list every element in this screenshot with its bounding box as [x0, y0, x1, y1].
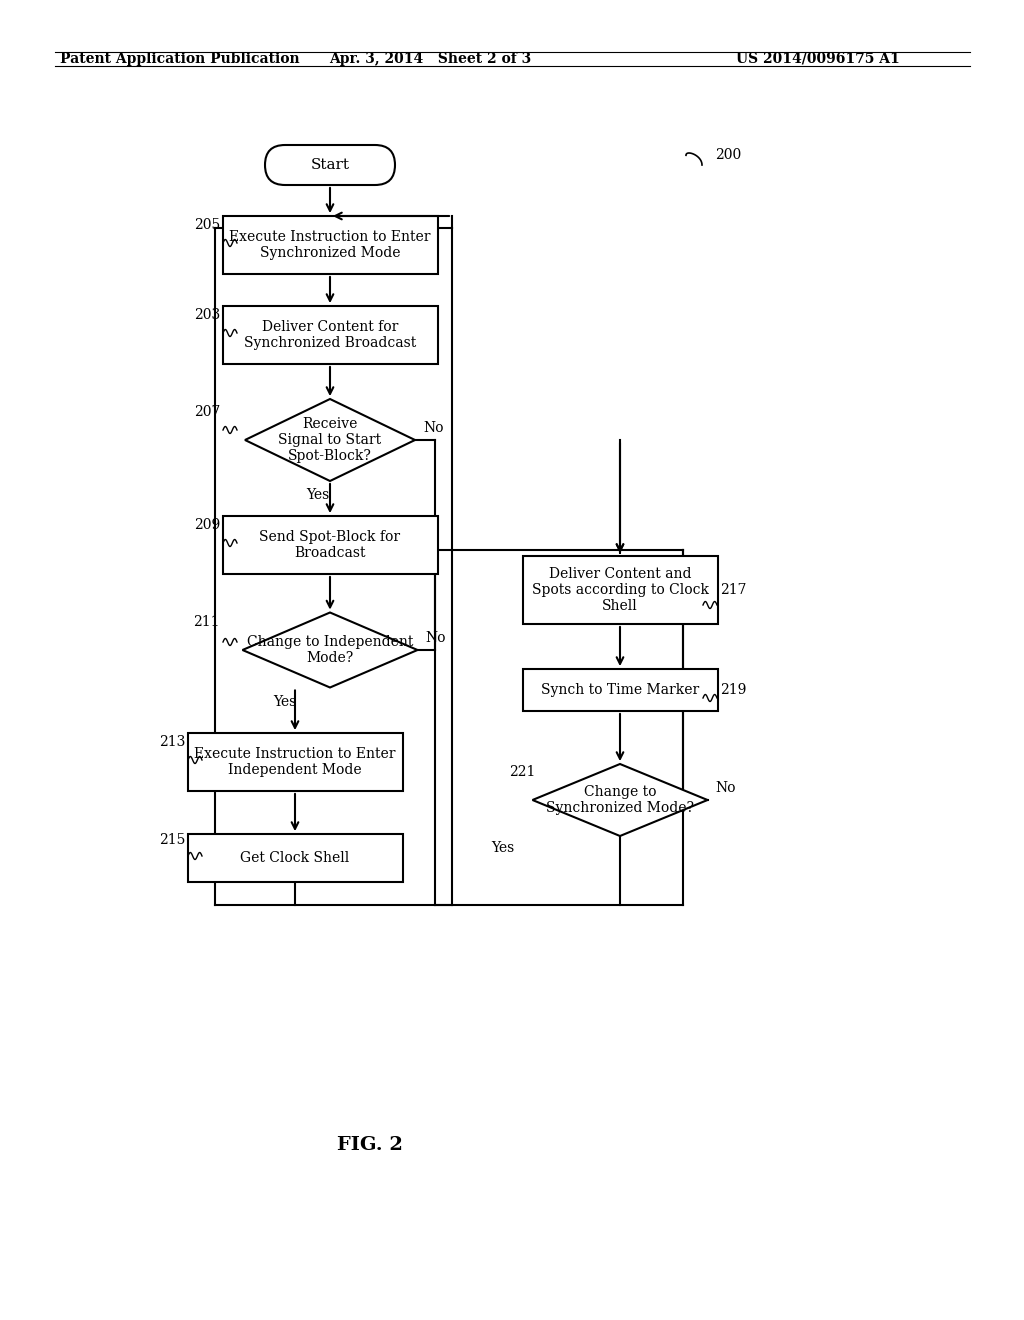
Text: Yes: Yes: [306, 488, 330, 502]
Bar: [522, 556, 718, 624]
Polygon shape: [245, 399, 415, 480]
Bar: [222, 216, 437, 275]
Text: 205: 205: [194, 218, 220, 232]
Bar: [522, 669, 718, 711]
Text: Yes: Yes: [273, 694, 297, 709]
Bar: [222, 306, 437, 364]
Bar: [187, 834, 402, 882]
Text: Get Clock Shell: Get Clock Shell: [241, 851, 349, 865]
Bar: [187, 733, 402, 791]
Text: Deliver Content and
Spots according to Clock
Shell: Deliver Content and Spots according to C…: [531, 566, 709, 614]
Text: Execute Instruction to Enter
Independent Mode: Execute Instruction to Enter Independent…: [195, 747, 395, 777]
Text: 207: 207: [194, 405, 220, 418]
FancyBboxPatch shape: [265, 145, 395, 185]
Text: Yes: Yes: [490, 841, 514, 855]
Text: No: No: [426, 631, 446, 645]
Text: US 2014/0096175 A1: US 2014/0096175 A1: [736, 51, 900, 66]
Text: No: No: [716, 781, 736, 795]
Text: 213: 213: [159, 735, 185, 748]
Text: Change to Independent
Mode?: Change to Independent Mode?: [247, 635, 414, 665]
Text: 200: 200: [715, 148, 741, 162]
Polygon shape: [243, 612, 418, 688]
Text: Patent Application Publication: Patent Application Publication: [60, 51, 300, 66]
Text: 219: 219: [720, 682, 746, 697]
Polygon shape: [532, 764, 708, 836]
Text: 211: 211: [194, 615, 220, 630]
Text: Change to
Synchronized Mode?: Change to Synchronized Mode?: [546, 785, 694, 814]
Text: Execute Instruction to Enter
Synchronized Mode: Execute Instruction to Enter Synchronize…: [229, 230, 431, 260]
Text: 209: 209: [194, 517, 220, 532]
Text: Start: Start: [310, 158, 349, 172]
Text: Deliver Content for
Synchronized Broadcast: Deliver Content for Synchronized Broadca…: [244, 319, 416, 350]
Bar: [222, 516, 437, 574]
Text: Synch to Time Marker: Synch to Time Marker: [541, 682, 699, 697]
Text: FIG. 2: FIG. 2: [337, 1137, 402, 1154]
Text: 217: 217: [720, 583, 746, 597]
Text: Apr. 3, 2014   Sheet 2 of 3: Apr. 3, 2014 Sheet 2 of 3: [329, 51, 531, 66]
Text: Send Spot-Block for
Broadcast: Send Spot-Block for Broadcast: [259, 529, 400, 560]
Text: 203: 203: [194, 308, 220, 322]
Text: 215: 215: [159, 833, 185, 847]
Text: 221: 221: [509, 766, 535, 779]
Text: No: No: [423, 421, 443, 436]
Text: Receive
Signal to Start
Spot-Block?: Receive Signal to Start Spot-Block?: [279, 417, 382, 463]
